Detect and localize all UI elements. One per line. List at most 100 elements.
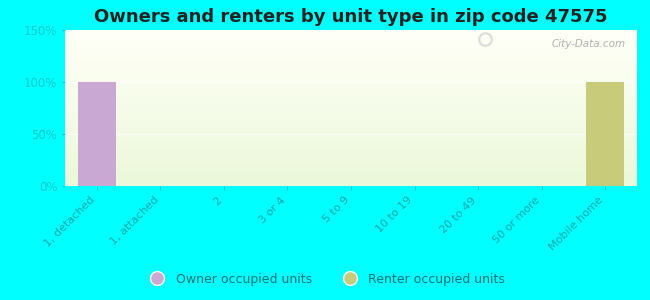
Bar <box>65 148 637 149</box>
Bar <box>65 51 637 52</box>
Bar <box>65 177 637 178</box>
Bar <box>65 78 637 79</box>
Bar <box>65 80 637 81</box>
Bar <box>65 184 637 185</box>
Bar <box>65 92 637 93</box>
Bar <box>65 89 637 90</box>
Bar <box>65 72 637 73</box>
Bar <box>65 52 637 53</box>
Bar <box>65 70 637 71</box>
Bar <box>65 142 637 143</box>
Bar <box>65 71 637 72</box>
Bar <box>65 99 637 100</box>
Bar <box>65 107 637 108</box>
Bar <box>65 49 637 50</box>
Bar <box>65 153 637 154</box>
Bar <box>65 181 637 182</box>
Bar <box>65 37 637 38</box>
Bar <box>65 105 637 106</box>
Bar <box>65 84 637 85</box>
Bar <box>65 149 637 150</box>
Bar <box>65 173 637 174</box>
Bar <box>65 171 637 172</box>
Bar <box>65 137 637 138</box>
Bar <box>65 162 637 163</box>
Bar <box>65 185 637 186</box>
Bar <box>65 160 637 161</box>
Text: City-Data.com: City-Data.com <box>551 39 625 50</box>
Bar <box>65 44 637 45</box>
Bar <box>65 112 637 113</box>
Bar <box>65 170 637 171</box>
Bar <box>65 97 637 98</box>
Bar <box>65 124 637 125</box>
Bar <box>65 56 637 57</box>
Bar <box>65 145 637 146</box>
Bar <box>65 65 637 66</box>
Bar <box>65 120 637 121</box>
Bar <box>586 82 624 186</box>
Bar <box>65 154 637 155</box>
Bar <box>65 60 637 61</box>
Bar <box>65 46 637 47</box>
Bar <box>65 161 637 162</box>
Bar <box>65 62 637 63</box>
Title: Owners and renters by unit type in zip code 47575: Owners and renters by unit type in zip c… <box>94 8 608 26</box>
Bar <box>65 82 637 83</box>
Bar <box>65 141 637 142</box>
Bar <box>65 85 637 86</box>
Bar <box>65 43 637 44</box>
Bar <box>65 157 637 158</box>
Bar <box>65 64 637 65</box>
Bar <box>65 174 637 175</box>
Bar <box>65 136 637 137</box>
Bar <box>65 114 637 115</box>
Bar <box>65 131 637 132</box>
Bar <box>65 59 637 60</box>
Bar <box>65 164 637 165</box>
Bar <box>65 76 637 77</box>
Bar <box>65 31 637 32</box>
Bar <box>65 178 637 179</box>
Bar <box>65 106 637 107</box>
Bar <box>65 33 637 34</box>
Bar <box>65 122 637 123</box>
Bar <box>65 101 637 102</box>
Bar <box>65 74 637 75</box>
Bar <box>65 110 637 111</box>
Bar <box>65 88 637 89</box>
Bar <box>65 95 637 96</box>
Bar <box>65 147 637 148</box>
Bar <box>65 67 637 68</box>
Bar <box>65 81 637 82</box>
Bar <box>65 139 637 140</box>
Bar <box>65 152 637 153</box>
Bar <box>65 104 637 105</box>
Bar <box>65 165 637 166</box>
Bar <box>65 63 637 64</box>
Bar <box>65 130 637 131</box>
Bar <box>65 119 637 120</box>
Bar <box>65 98 637 99</box>
Bar <box>65 38 637 39</box>
Bar <box>65 135 637 136</box>
Bar <box>78 82 116 186</box>
Bar <box>65 61 637 62</box>
Bar <box>65 183 637 184</box>
Bar <box>65 169 637 170</box>
Bar <box>65 108 637 109</box>
Bar <box>65 143 637 144</box>
Bar <box>65 93 637 94</box>
Bar <box>65 32 637 33</box>
Bar <box>65 109 637 110</box>
Bar <box>65 151 637 152</box>
Bar <box>65 50 637 51</box>
Bar <box>65 134 637 135</box>
Bar <box>65 132 637 133</box>
Bar <box>65 30 637 31</box>
Bar <box>65 39 637 40</box>
Bar <box>65 47 637 48</box>
Bar <box>65 146 637 147</box>
Bar <box>65 126 637 127</box>
Bar <box>65 155 637 156</box>
